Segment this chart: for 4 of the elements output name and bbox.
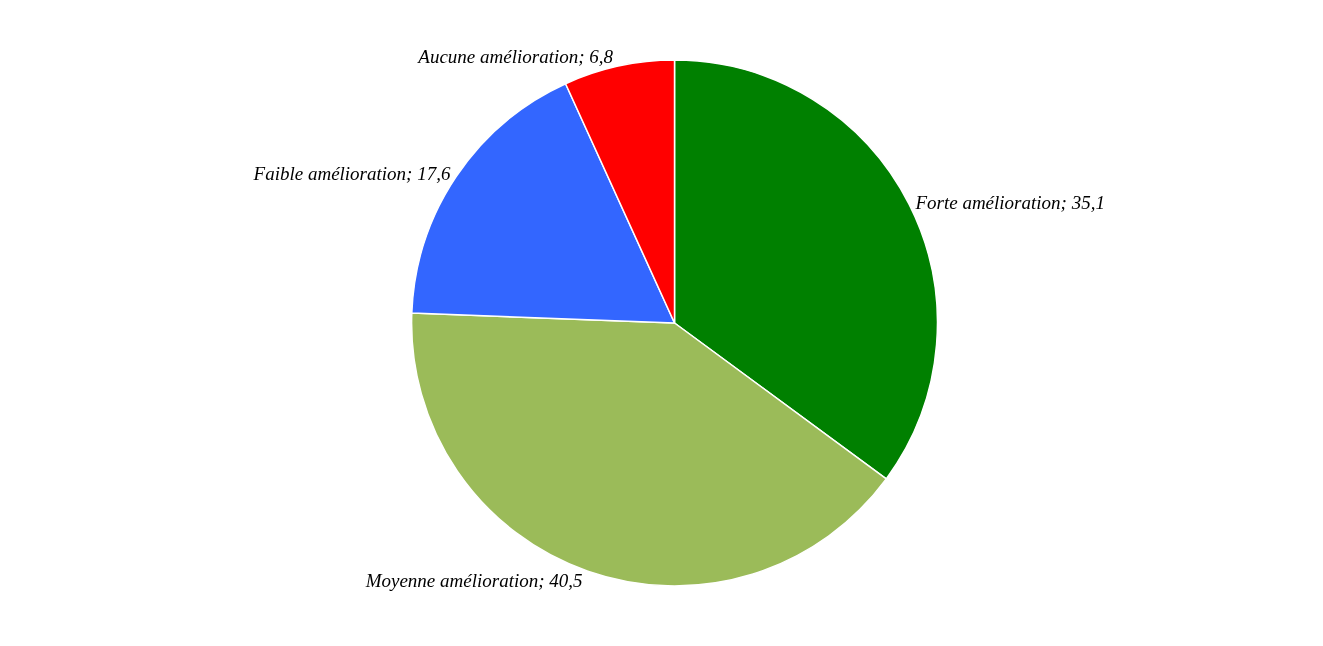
slice-label: Forte amélioration; 35,1 <box>914 191 1105 213</box>
slice-label: Faible amélioration; 17,6 <box>252 162 451 184</box>
slice-label: Moyenne amélioration; 40,5 <box>364 570 583 592</box>
slice-label: Aucune amélioration; 6,8 <box>416 45 614 67</box>
